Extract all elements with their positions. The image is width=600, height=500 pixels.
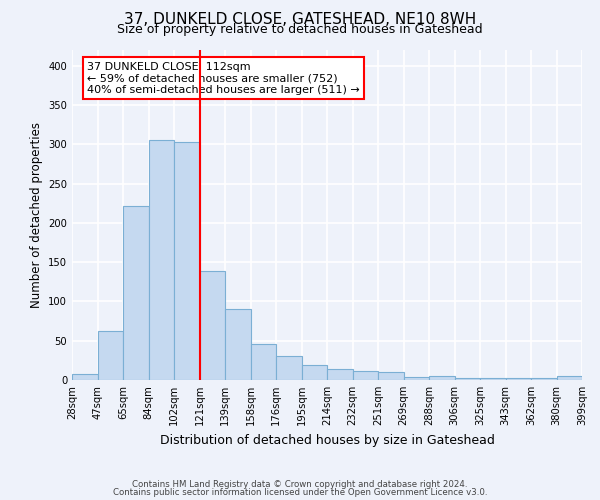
Bar [531, 378, 557, 380]
Bar [72, 374, 97, 380]
Text: 37 DUNKELD CLOSE: 112sqm
← 59% of detached houses are smaller (752)
40% of semi-: 37 DUNKELD CLOSE: 112sqm ← 59% of detach… [88, 62, 360, 95]
Bar [505, 378, 531, 380]
Bar [429, 376, 455, 380]
Text: Contains HM Land Registry data © Crown copyright and database right 2024.: Contains HM Land Registry data © Crown c… [132, 480, 468, 489]
Bar [353, 372, 378, 380]
Y-axis label: Number of detached properties: Number of detached properties [29, 122, 43, 308]
Bar [404, 377, 429, 380]
Text: 37, DUNKELD CLOSE, GATESHEAD, NE10 8WH: 37, DUNKELD CLOSE, GATESHEAD, NE10 8WH [124, 12, 476, 28]
Bar [378, 372, 404, 380]
Bar [225, 310, 251, 380]
Bar [123, 206, 149, 380]
Bar [149, 140, 174, 380]
Bar [327, 369, 353, 380]
Bar [480, 378, 505, 380]
Bar [276, 356, 302, 380]
Bar [251, 344, 276, 380]
Bar [557, 376, 582, 380]
Text: Size of property relative to detached houses in Gateshead: Size of property relative to detached ho… [117, 24, 483, 36]
Bar [174, 142, 199, 380]
Bar [302, 365, 327, 380]
Bar [97, 330, 123, 380]
Bar [455, 378, 480, 380]
X-axis label: Distribution of detached houses by size in Gateshead: Distribution of detached houses by size … [160, 434, 494, 446]
Text: Contains public sector information licensed under the Open Government Licence v3: Contains public sector information licen… [113, 488, 487, 497]
Bar [199, 271, 225, 380]
